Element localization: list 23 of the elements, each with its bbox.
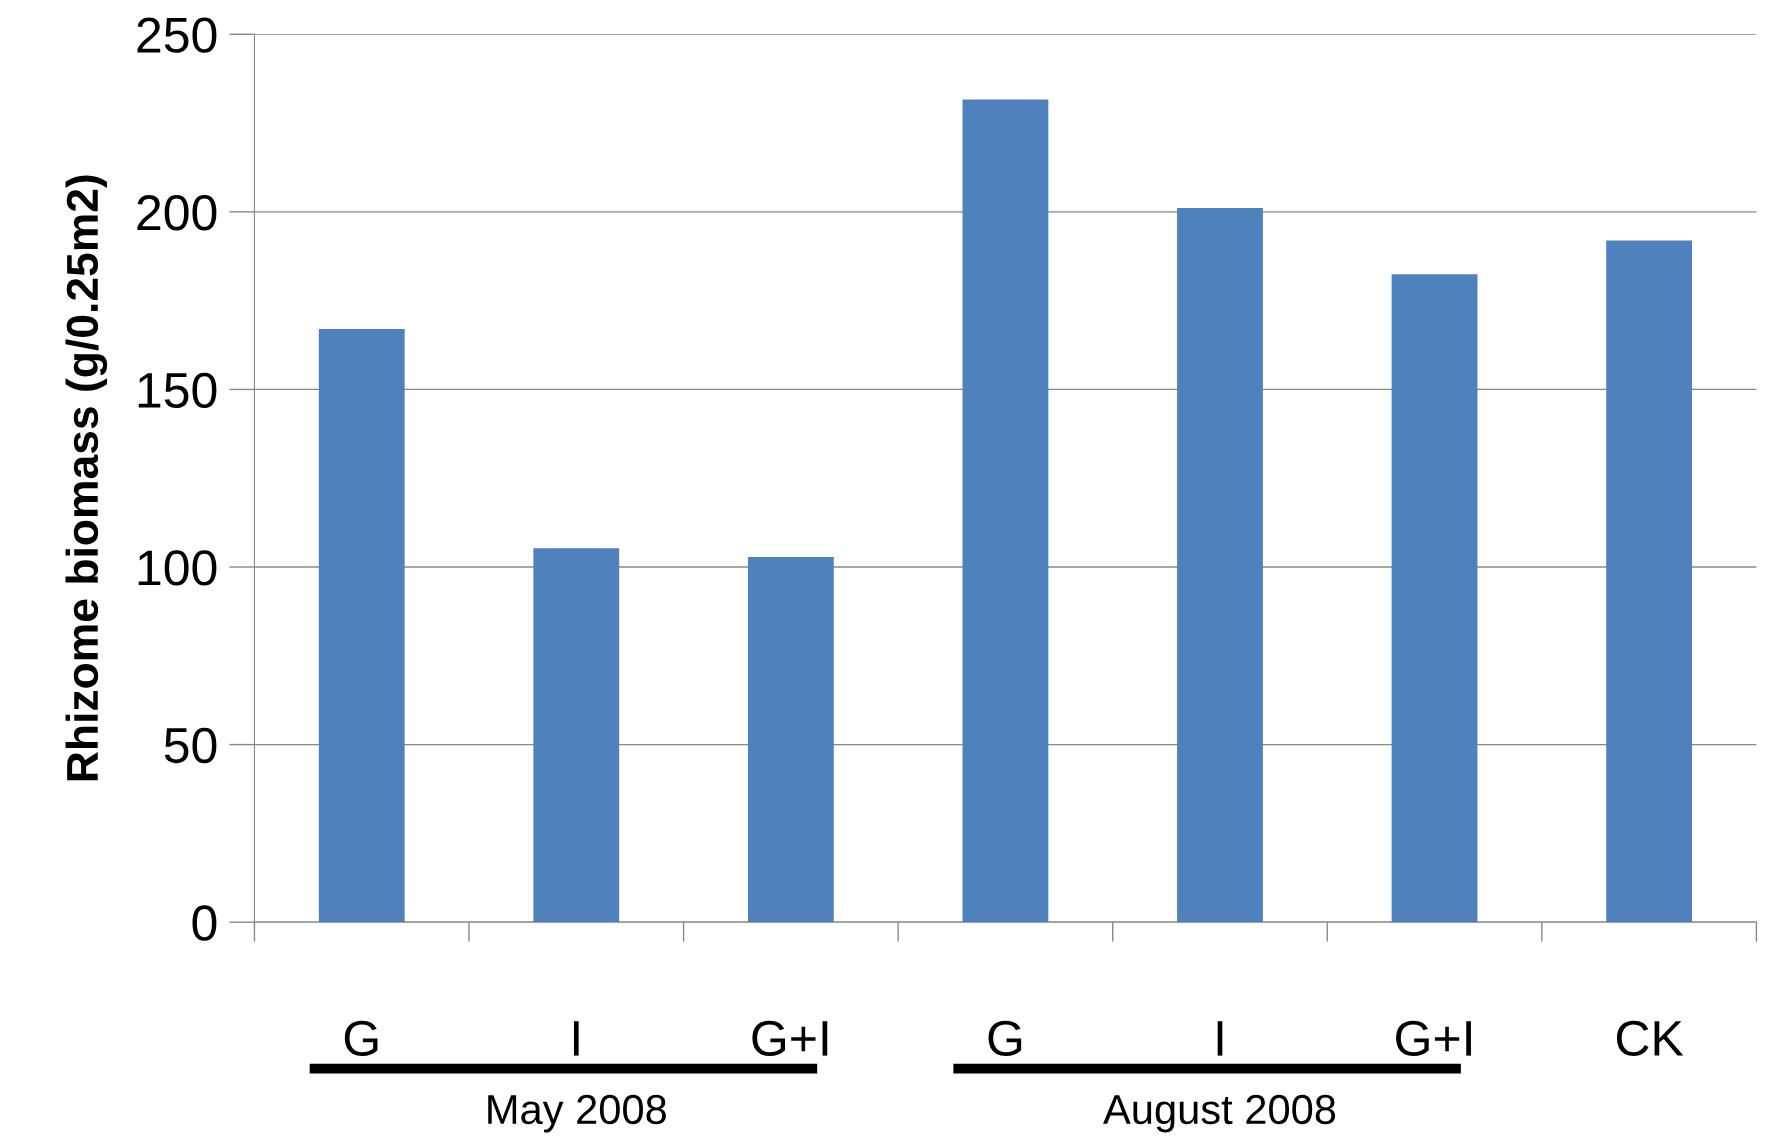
bar [1606,240,1693,923]
y-tick-label: 0 [192,905,217,941]
x-tick-label: G+I [752,1020,828,1057]
x-tick-label: I [573,1021,579,1056]
y-tick-label: 250 [137,17,217,53]
y-tick-label: 200 [137,195,217,231]
y-tick-label: 150 [138,372,217,409]
bar [1391,274,1478,923]
x-tick-label: G [344,1020,378,1057]
x-tick-label: G [988,1020,1022,1057]
y-axis-title: Rhizome biomass (g/0.25m2) [65,175,108,781]
bar [318,329,405,923]
x-tick-label: I [1217,1021,1223,1056]
bar [1177,207,1263,923]
x-tick-label: G+I [1396,1020,1471,1057]
text: May 2008 [488,1094,666,1133]
bar [747,557,834,923]
bar [962,99,1049,923]
text: August 2008 [1103,1094,1336,1133]
x-tick-label: CK [1616,1020,1684,1057]
y-tick-label: 100 [138,550,217,586]
y-tick-label: 50 [164,727,217,764]
bar [533,548,620,923]
